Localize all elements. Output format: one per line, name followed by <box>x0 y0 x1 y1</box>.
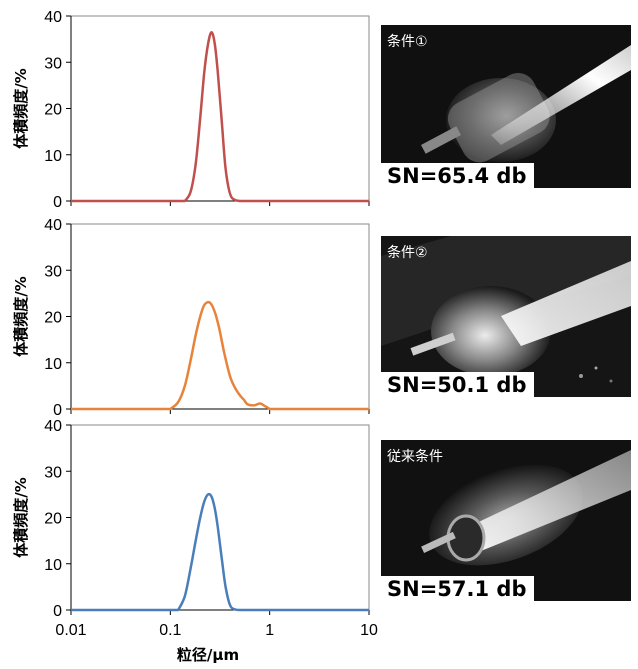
series-line <box>71 30 369 203</box>
y-axis-label: 体積頻度/% <box>12 68 30 149</box>
photo-conventional: 従来条件 SN=57.1 db <box>381 440 631 601</box>
y-tick-label: 0 <box>53 603 62 620</box>
x-tick-label: 10 <box>360 622 378 639</box>
y-axis-label: 体積頻度/% <box>12 276 30 357</box>
y-tick-label: 30 <box>44 464 62 481</box>
y-tick-label: 0 <box>53 402 62 419</box>
x-tick-label: 0.01 <box>55 622 86 639</box>
series-line <box>71 300 369 411</box>
y-tick-label: 30 <box>44 55 62 72</box>
y-tick-label: 20 <box>44 102 62 119</box>
plot-frame <box>70 223 370 410</box>
series-line <box>71 492 369 612</box>
y-tick-label: 10 <box>44 356 62 373</box>
y-tick-label: 40 <box>44 9 62 26</box>
photo-image <box>381 440 631 601</box>
y-tick-label: 10 <box>44 557 62 574</box>
y-tick-label: 20 <box>44 511 62 528</box>
sn-label: SN=50.1 db <box>381 372 535 397</box>
y-tick-label: 40 <box>44 217 62 234</box>
condition-label: 条件② <box>387 245 428 261</box>
condition-label: 従来条件 <box>387 449 443 465</box>
sn-label: SN=65.4 db <box>381 163 535 188</box>
y-tick-label: 10 <box>44 148 62 165</box>
y-tick-label: 30 <box>44 263 62 280</box>
x-tick-label: 0.1 <box>159 622 181 639</box>
photo-condition-2: 条件② SN=50.1 db <box>381 236 631 397</box>
photo-image <box>381 236 631 397</box>
x-tick-label: 1 <box>265 622 274 639</box>
y-axis-label: 体積頻度/% <box>12 477 30 558</box>
y-tick-label: 40 <box>44 418 62 435</box>
sn-label: SN=57.1 db <box>381 576 535 601</box>
y-tick-label: 0 <box>53 194 62 211</box>
y-tick-label: 20 <box>44 310 62 327</box>
x-axis-label: 粒径/μm <box>177 646 239 664</box>
plot-frame <box>70 424 370 611</box>
photo-condition-1: 条件① SN=65.4 db <box>381 25 631 188</box>
photo-image <box>381 25 631 188</box>
condition-label: 条件① <box>387 34 428 50</box>
